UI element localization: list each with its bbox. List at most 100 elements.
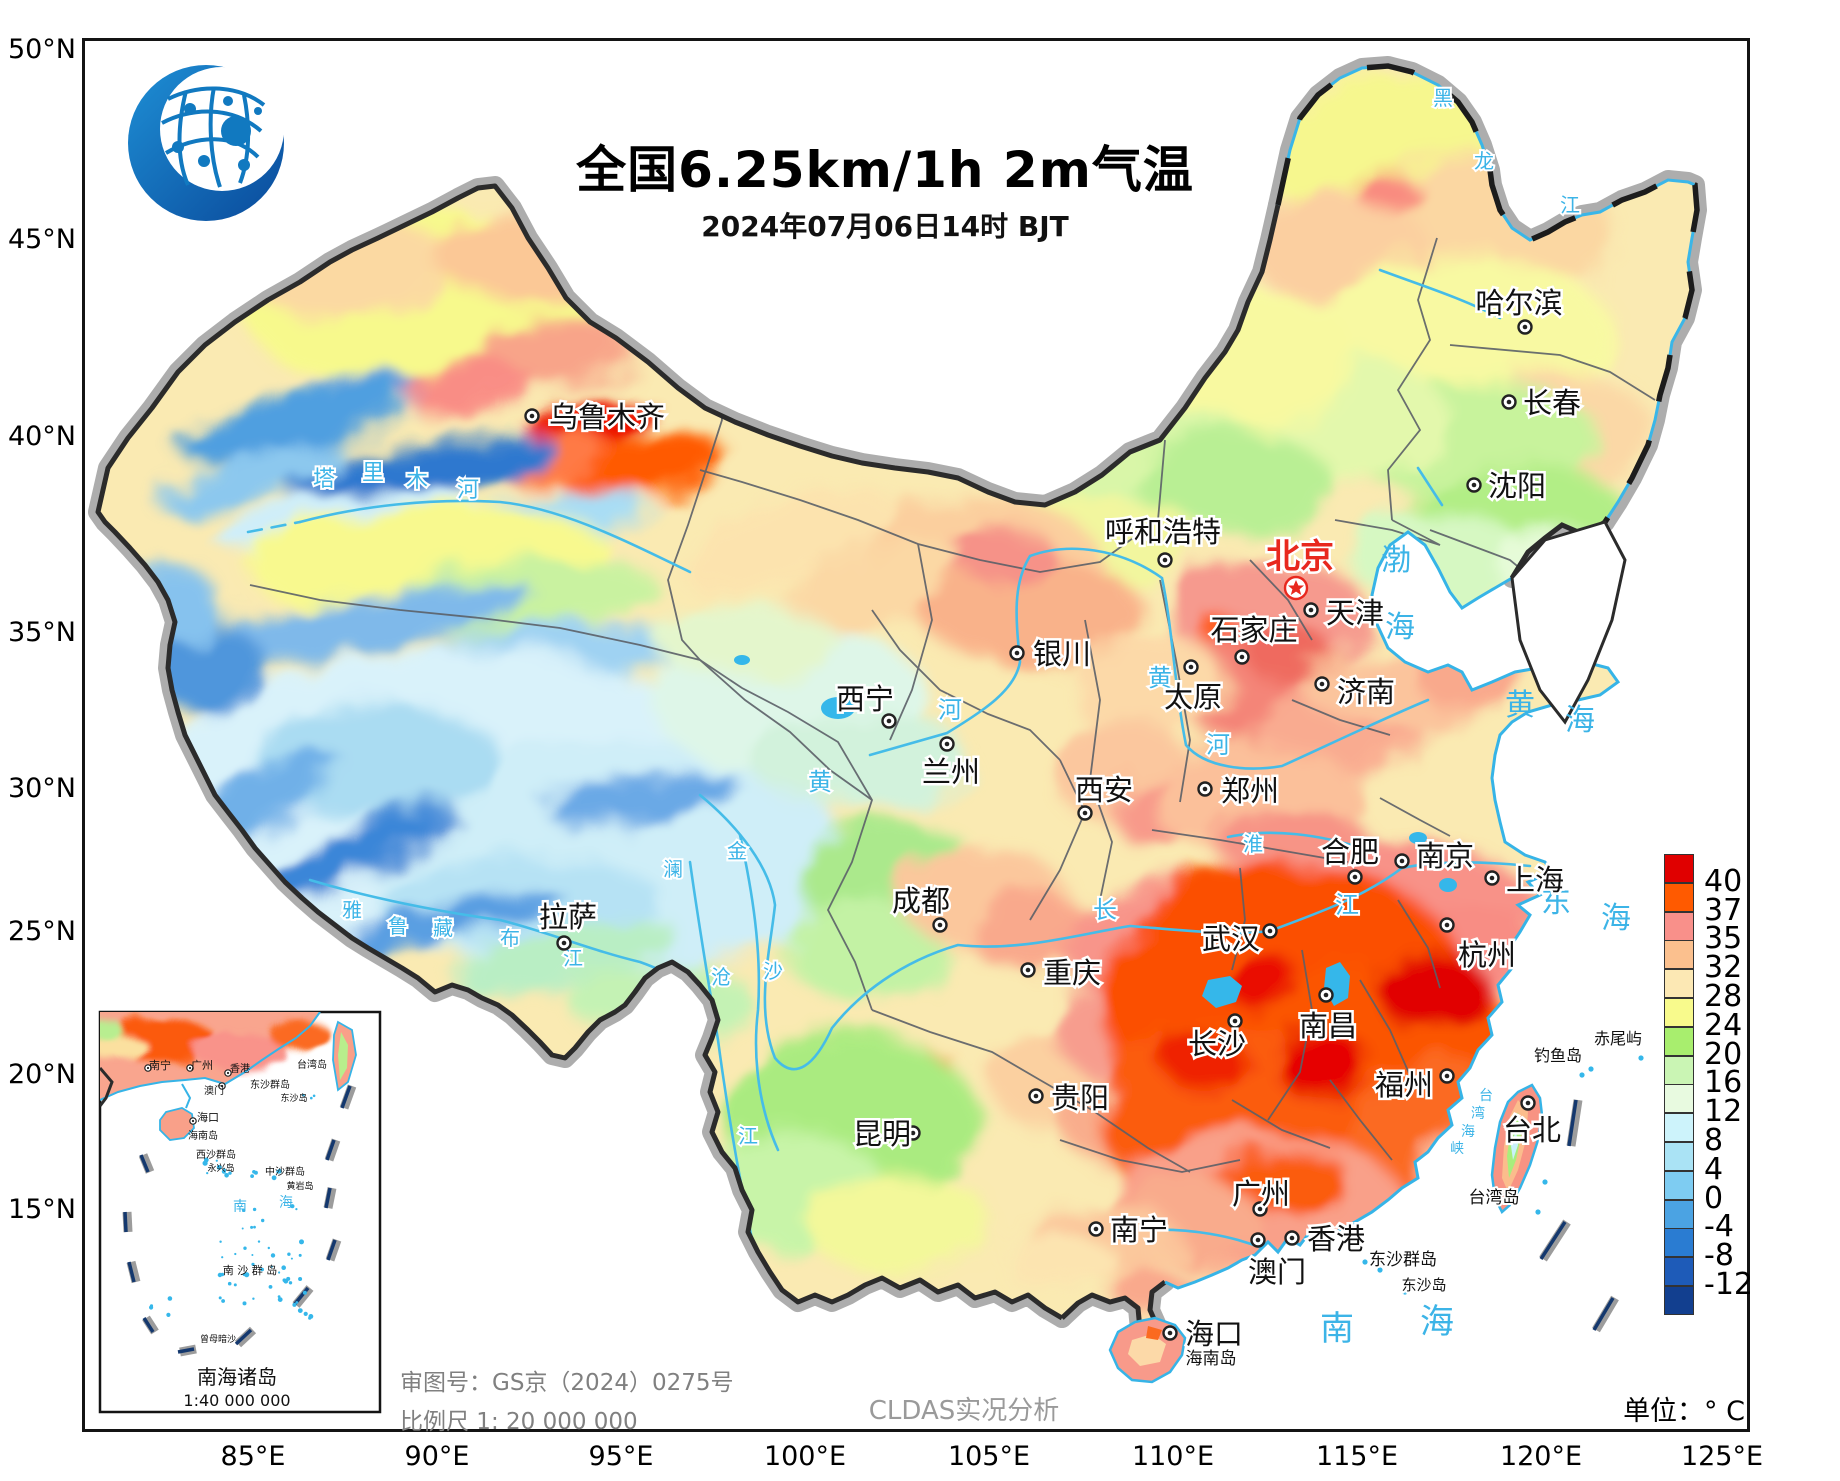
map-scale: 比例尺 1: 20 000 000 (400, 1409, 638, 1435)
legend-value--12: -12 (1704, 1266, 1753, 1302)
river-label: 塔 (313, 467, 335, 492)
city-label-台北: 台北 (1503, 1113, 1561, 1147)
river-label: 江 (738, 1124, 758, 1148)
legend-value-20: 20 (1704, 1036, 1743, 1072)
sea-label: 东 (1541, 885, 1571, 920)
nine-dash-segment (138, 1153, 155, 1174)
legend-value-4: 4 (1704, 1151, 1724, 1187)
unit-label: 单位：° C (1623, 1396, 1745, 1427)
inset-islet-dot (295, 1301, 299, 1304)
river-label: 黄 (1148, 664, 1172, 692)
legend-color-cell (1664, 1170, 1694, 1200)
inset-islet-dot (292, 1302, 297, 1307)
city-marker-dot (1525, 1100, 1531, 1106)
inset-islet-dot (298, 1277, 303, 1281)
city-marker-dot (1323, 992, 1329, 998)
inset-city-marker-dot (146, 1066, 150, 1070)
inset-islet-dot (252, 1170, 256, 1174)
legend-color-cell (1664, 1286, 1694, 1315)
inset-label: 曾母暗沙 (200, 1333, 236, 1345)
inset-islet-dot (287, 1252, 291, 1256)
river-label: 长 (1093, 896, 1117, 924)
city-marker-dot (1489, 875, 1495, 881)
inset-label: 海 (279, 1195, 293, 1211)
lon-tick-110°E: 110°E (1131, 1441, 1215, 1472)
city-marker-dot (886, 718, 892, 724)
city-label-兰州: 兰州 (922, 755, 980, 789)
city-marker-dot (1082, 810, 1088, 816)
island-dots (144, 1055, 1644, 1320)
river-label: 沙 (763, 959, 783, 983)
inset-islet-dot (252, 1207, 257, 1212)
city-label-哈尔滨: 哈尔滨 (1475, 286, 1562, 320)
city-marker-dot (1289, 1235, 1295, 1241)
inset-islet-dot (281, 1265, 287, 1270)
city-marker-dot (529, 413, 535, 419)
inset-islet-dot (302, 1290, 307, 1295)
island-label: 钓鱼岛 (1534, 1046, 1582, 1065)
province-borders (249, 237, 1656, 1173)
islet-dot (1542, 1179, 1548, 1185)
page-title: 全国6.25km/1h 2m气温 (576, 141, 1194, 199)
city-marker-dot (1257, 1206, 1263, 1212)
inset-islet-dot (298, 1253, 302, 1257)
sea-label: 湾 (1471, 1105, 1485, 1122)
inset-city-marker-dot (220, 1084, 224, 1088)
map-review-number: 审图号：GS京（2024）0275号 (400, 1370, 734, 1396)
nine-dash-segment-line (1592, 1297, 1615, 1331)
nine-dash-segment-line (127, 1261, 136, 1283)
nine-dash-segment-line (1539, 1221, 1567, 1260)
inset-islet-dot (242, 1301, 247, 1306)
nine-dash-segment-line (177, 1347, 195, 1354)
city-label-济南: 济南 (1337, 675, 1395, 709)
lon-tick-85°E: 85°E (220, 1441, 286, 1472)
river-label: 黑 (1433, 86, 1453, 110)
river-label: 河 (938, 696, 962, 724)
sea-label: 海 (1461, 1124, 1475, 1140)
inset-islet-dot (295, 1208, 298, 1211)
inset-islet-dot (244, 1272, 250, 1278)
nine-dash-segment-line (1567, 1099, 1578, 1147)
inset-islet-dot (228, 1171, 232, 1175)
city-marker-dot (1093, 1226, 1099, 1232)
inset-islet-dot (277, 1168, 282, 1174)
legend-value-28: 28 (1704, 978, 1743, 1014)
legend-color-cell (1664, 1113, 1694, 1143)
city-label-西安: 西安 (1075, 773, 1133, 807)
inset-islet-dot (268, 1285, 273, 1289)
islet-dot (1535, 1209, 1541, 1215)
sea-label: 渤 (1381, 543, 1411, 578)
inset-islet-dot (242, 1273, 246, 1277)
inset-islet-dot (241, 1227, 244, 1230)
nine-dash-segment-line (340, 1085, 352, 1109)
legend-color-cell (1664, 969, 1694, 999)
cma-globe-logo (128, 65, 284, 221)
inset-islet-dot (166, 1312, 171, 1317)
islet-dot (1588, 1066, 1594, 1072)
inset-islet-dot (290, 1257, 293, 1260)
inset-islet-dot (233, 1283, 237, 1287)
city-label-天津: 天津 (1326, 596, 1384, 630)
lat-tick-25°N: 25°N (7, 916, 76, 947)
legend-value-0: 0 (1704, 1180, 1724, 1216)
legend-value-12: 12 (1704, 1093, 1743, 1129)
inset-islet-dot (224, 1173, 229, 1178)
nine-dash-segment (323, 1187, 337, 1209)
inset-label: 中沙群岛 (265, 1165, 305, 1178)
city-marker-dot (1232, 1018, 1238, 1024)
city-label-呼和浩特: 呼和浩特 (1105, 515, 1221, 549)
island-label: 海南岛 (1186, 1349, 1237, 1369)
sea-label: 海 (1420, 1302, 1454, 1342)
river-label: 布 (500, 926, 520, 950)
river-label: 木 (406, 468, 428, 493)
page-subtitle: 2024年07月06日14时 BJT (701, 210, 1069, 243)
inset-islet-dot (308, 1314, 314, 1319)
city-marker-dot (1239, 654, 1245, 660)
city-marker-dot (1255, 1237, 1261, 1243)
legend-color-cell (1664, 911, 1694, 941)
sea-label: 台 (1479, 1088, 1493, 1104)
inset-islet-dot (253, 1225, 256, 1229)
inset-islet-dot (297, 1308, 303, 1313)
inset-city-marker-dot (188, 1066, 192, 1070)
